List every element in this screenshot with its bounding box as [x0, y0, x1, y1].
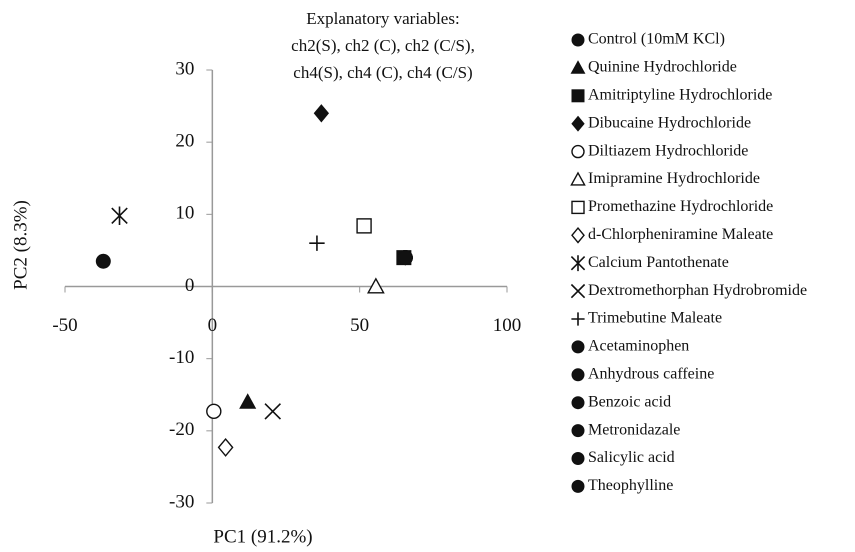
- annotation: ch2(S), ch2 (C), ch2 (C/S),: [291, 36, 475, 55]
- x-tick-label: 50: [350, 315, 369, 336]
- legend-label: Promethazine Hydrochloride: [588, 198, 773, 215]
- legend-label: Imipramine Hydrochloride: [588, 170, 760, 187]
- legend-label: Benzoic acid: [588, 393, 671, 410]
- point: [356, 218, 372, 234]
- legend-label: Calcium Pantothenate: [588, 254, 729, 271]
- legend-marker: [570, 60, 586, 74]
- legend-label: d-Chlorpheniramine Maleate: [588, 226, 773, 243]
- legend-label: Diltiazem Hydrochloride: [588, 142, 748, 159]
- legend-marker: [571, 200, 585, 215]
- y-tick-label: 20: [175, 131, 194, 152]
- legend-marker: [571, 340, 585, 354]
- point: [239, 393, 257, 409]
- annotation: ch4(S), ch4 (C), ch4 (C/S): [293, 63, 472, 82]
- x-tick-label: -50: [52, 315, 77, 336]
- point: [206, 403, 222, 420]
- x-tick-label: 100: [493, 315, 522, 336]
- point: [397, 250, 413, 266]
- y-axis-label: PC2 (8.3%): [10, 200, 31, 290]
- legend-label: Theophylline: [588, 477, 673, 494]
- x-tick-label: 0: [208, 315, 218, 336]
- point: [366, 277, 385, 294]
- point: [264, 403, 282, 420]
- y-tick-label: 10: [175, 203, 194, 224]
- legend-label: Dibucaine Hydrochloride: [588, 114, 751, 131]
- legend-marker: [571, 479, 585, 493]
- legend-marker: [571, 144, 585, 159]
- y-tick-label: 30: [175, 58, 194, 79]
- point: [313, 104, 330, 123]
- legend-label: Trimebutine Maleate: [588, 310, 722, 327]
- legend-marker: [571, 424, 585, 438]
- legend-label: Quinine Hydrochloride: [588, 59, 737, 76]
- legend-marker: [571, 227, 585, 244]
- point: [309, 235, 325, 251]
- y-tick-label: -20: [169, 419, 194, 440]
- point: [95, 253, 111, 269]
- legend-marker: [571, 89, 585, 103]
- legend-marker: [571, 312, 585, 326]
- legend-marker: [571, 33, 585, 47]
- annotation: Explanatory variables:: [306, 9, 459, 28]
- point: [217, 437, 234, 457]
- legend-label: Metronidazale: [588, 421, 680, 438]
- legend-marker: [570, 171, 586, 186]
- legend-label: Anhydrous caffeine: [588, 365, 714, 382]
- x-axis-label: PC1 (91.2%): [213, 526, 312, 547]
- y-tick-label: 0: [185, 275, 195, 296]
- legend-label: Dextromethorphan Hydrobromide: [588, 282, 807, 299]
- legend-marker: [571, 115, 585, 132]
- legend-label: Control (10mM KCl): [588, 31, 725, 48]
- y-tick-label: -30: [169, 491, 194, 512]
- y-tick-label: -10: [169, 347, 194, 368]
- point: [111, 206, 128, 226]
- legend-label: Salicylic acid: [588, 449, 675, 466]
- legend-marker: [571, 396, 585, 410]
- legend-marker: [570, 255, 586, 272]
- legend-marker: [570, 283, 586, 299]
- legend-label: Acetaminophen: [588, 338, 689, 355]
- legend-marker: [571, 452, 585, 465]
- legend-marker: [571, 368, 585, 382]
- legend-label: Amitriptyline Hydrochloride: [588, 86, 772, 103]
